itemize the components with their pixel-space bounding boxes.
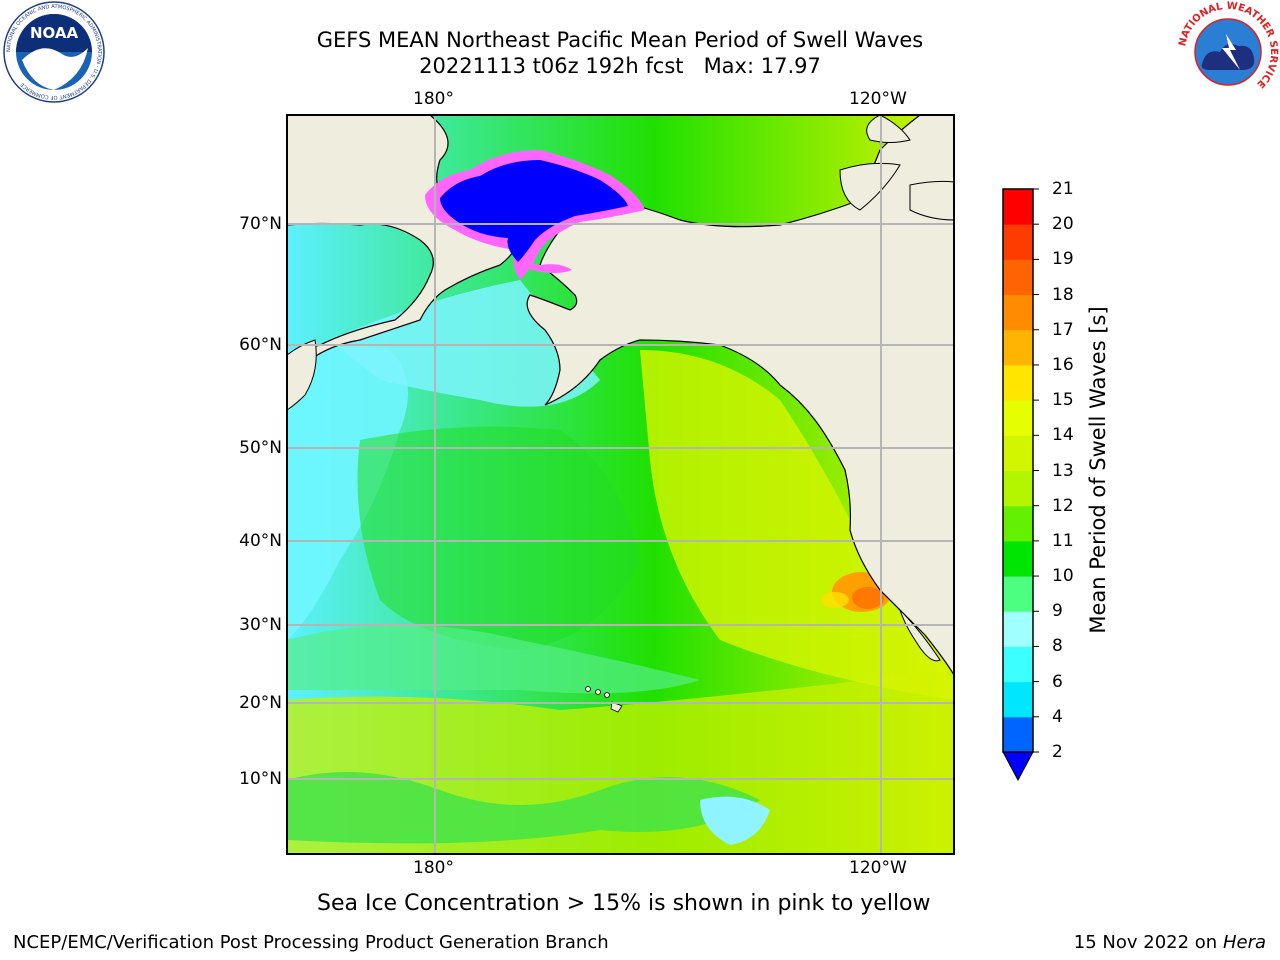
colorbar-extend-arrow (1002, 751, 1034, 782)
swell-band (287, 625, 700, 694)
north-america-land (526, 115, 954, 677)
colorbar-segment (1003, 329, 1033, 366)
max-label: Max: 17.97 (703, 54, 821, 78)
hawaii-islands (585, 686, 623, 713)
colorbar-segment (1003, 400, 1033, 436)
footer-credit: NCEP/EMC/Verification Post Processing Pr… (13, 932, 609, 953)
colorbar-segment (1003, 540, 1033, 577)
lat-label-40n: 40°N (239, 531, 282, 551)
colorbar-segment (1003, 294, 1033, 331)
colorbar-tick-label: 9 (1052, 601, 1063, 622)
footer-machine: Hera (1222, 932, 1266, 953)
colorbar-segment (1003, 224, 1033, 260)
tropical-band (287, 772, 760, 844)
map-title: GEFS MEAN Northeast Pacific Mean Period … (316, 28, 924, 52)
colorbar-segment (1003, 576, 1033, 612)
colorbar-segment (1003, 189, 1033, 225)
colorbar-segment (1003, 470, 1033, 507)
lat-label-60n: 60°N (239, 335, 282, 355)
colorbar-tick-label: 19 (1052, 249, 1074, 270)
colorbar-tick-label: 20 (1052, 214, 1074, 235)
lat-label-20n: 20°N (239, 693, 282, 713)
noaa-logo: NATIONAL OCEANIC AND ATMOSPHERIC ADMINIS… (3, 1, 105, 103)
colorbar-segment (1003, 435, 1033, 471)
colorbar-tick-label: 18 (1052, 284, 1074, 305)
colorbar-tick-label: 10 (1052, 566, 1074, 587)
map-subtitle: 20221113 t06z 192h fcst Max: 17.97 (0, 53, 1240, 79)
colorbar-tick-label: 15 (1052, 390, 1074, 411)
colorbar-segment (1003, 646, 1033, 683)
sea-ice-note: Sea Ice Concentration > 15% is shown in … (317, 891, 931, 916)
forecast-label: 20221113 t06z 192h fcst (419, 54, 684, 78)
map-frame (286, 114, 955, 855)
colorbar-tick-label: 2 (1052, 742, 1063, 762)
colorbar-segment (1003, 259, 1033, 296)
colorbar-tick-label: 6 (1052, 671, 1063, 692)
colorbar-tick-label: 14 (1052, 425, 1074, 446)
colorbar-tick-label: 4 (1052, 706, 1063, 727)
colorbar (1002, 188, 1039, 782)
sea-ice-core (440, 160, 628, 262)
colorbar-tick-label: 8 (1052, 636, 1063, 657)
lat-label-10n: 10°N (239, 769, 282, 789)
max-period-edge (821, 592, 849, 608)
small-cyan-patch (700, 796, 770, 845)
short-period-region (287, 345, 408, 640)
max-period-core (852, 587, 884, 609)
sea-ice-strip (518, 262, 572, 274)
mid-period-region (357, 426, 640, 650)
arctic-island (839, 162, 901, 211)
colorbar-segment (1003, 364, 1033, 401)
long-period-east (640, 350, 954, 700)
lat-label-70n: 70°N (239, 214, 282, 234)
colorbar-tick-label: 21 (1052, 179, 1074, 199)
nws-logo: NATIONAL WEATHER SERVICE (1177, 1, 1279, 102)
colorbar-title: Mean Period of Swell Waves [s] (1086, 306, 1110, 634)
colorbar-segment (1003, 681, 1033, 718)
colorbar-segment (1003, 716, 1033, 753)
lon-label-top-120w: 120°W (849, 89, 907, 109)
footer-date-text: 15 Nov 2022 on (1073, 932, 1218, 953)
footer-date: 15 Nov 2022 on Hera (1074, 932, 1266, 954)
lon-label-top-180: 180° (413, 89, 454, 109)
colorbar-tick-label: 17 (1052, 319, 1074, 340)
noaa-logo-text: NOAA (30, 24, 79, 42)
lat-label-30n: 30°N (239, 615, 282, 635)
colorbar-segment (1003, 505, 1033, 542)
colorbar-tick-label: 13 (1052, 460, 1074, 481)
colorbar-tick-label: 11 (1052, 530, 1074, 551)
lon-label-bottom-120w: 120°W (849, 858, 907, 878)
colorbar-tick-label: 16 (1052, 354, 1074, 375)
lon-label-bottom-180: 180° (413, 858, 454, 878)
colorbar-tick-label: 12 (1052, 495, 1074, 516)
colorbar-segment (1003, 611, 1033, 647)
lat-label-50n: 50°N (239, 438, 282, 458)
graticule (287, 115, 954, 854)
arctic-island (866, 115, 911, 143)
arctic-island (909, 180, 954, 221)
